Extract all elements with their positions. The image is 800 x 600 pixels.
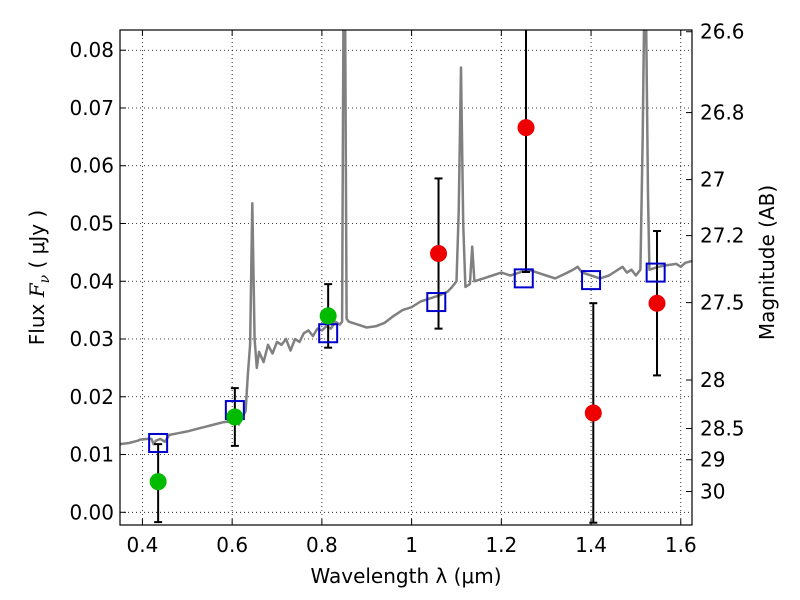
mag-tick-label: 29 xyxy=(700,448,725,472)
mag-tick-label: 26.8 xyxy=(700,101,745,125)
y-label-subscript: ν xyxy=(37,274,53,283)
detection-point xyxy=(319,307,337,325)
mag-tick-label: 30 xyxy=(700,479,725,503)
x-tick-label: 1.6 xyxy=(665,533,697,557)
y-label-symbol: F xyxy=(25,282,49,298)
y-tick-label: 0.06 xyxy=(69,154,114,178)
upper-limit-point xyxy=(648,294,666,312)
plot-frame xyxy=(119,29,693,526)
mag-tick-label: 28 xyxy=(700,368,725,392)
upper-limit-point xyxy=(430,245,448,263)
mag-tick-label: 26.6 xyxy=(700,20,745,44)
detection-point xyxy=(226,408,244,426)
model-photometry-square xyxy=(645,262,666,283)
mag-tick-label: 27.2 xyxy=(700,224,745,248)
model-photometry-square xyxy=(513,268,534,289)
x-tick-label: 0.6 xyxy=(216,533,248,557)
upper-limit-point xyxy=(584,404,602,422)
y-tick-label: 0.03 xyxy=(69,327,114,351)
y-axis-label-left: Flux Fν ( μJy ) xyxy=(25,210,53,345)
model-spectrum xyxy=(120,30,692,446)
mag-tick-label: 28.5 xyxy=(700,417,745,441)
model-photometry-square xyxy=(148,432,169,453)
x-tick-label: 0.4 xyxy=(127,533,159,557)
detection-point xyxy=(149,473,167,491)
y-tick-label: 0.05 xyxy=(69,211,114,235)
axis-ticks: 0.4 0.6 0.8 1 1.2 1.4 1.6 0.00 0.01 0.02 0.03 0.04 0… xyxy=(69,20,744,557)
y-tick-label: 0.02 xyxy=(69,385,114,409)
y-tick-label: 0.04 xyxy=(69,269,114,293)
x-tick-label: 1.2 xyxy=(485,533,517,557)
y-label-units: ( μJy ) xyxy=(25,210,49,275)
upper-limit-point xyxy=(517,119,535,137)
y-tick-label: 0.08 xyxy=(69,38,114,62)
x-tick-label: 1 xyxy=(405,533,418,557)
model-photometry-square xyxy=(426,292,447,313)
model-spectrum-line xyxy=(120,30,692,446)
model-photometry-square xyxy=(581,270,602,291)
mag-tick-label: 27.5 xyxy=(700,291,745,315)
error-bars xyxy=(154,30,662,524)
x-tick-label: 1.4 xyxy=(575,533,607,557)
data-markers xyxy=(148,119,666,491)
grid-lines xyxy=(120,30,692,525)
y-axis-label-right: Magnitude (AB) xyxy=(755,185,779,340)
y-tick-label: 0.00 xyxy=(69,500,114,524)
x-axis-label: Wavelength λ (μm) xyxy=(310,564,501,588)
x-tick-label: 0.8 xyxy=(306,533,338,557)
mag-tick-label: 27 xyxy=(700,168,725,192)
y-tick-label: 0.01 xyxy=(69,443,114,467)
y-label-text: Flux xyxy=(25,297,49,345)
y-tick-label: 0.07 xyxy=(69,96,114,120)
